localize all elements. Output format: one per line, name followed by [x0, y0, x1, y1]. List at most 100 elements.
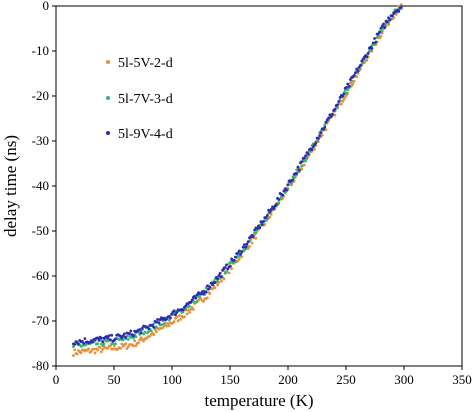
x-tick-label: 300	[394, 372, 414, 387]
data-point	[165, 317, 168, 321]
data-point	[346, 82, 350, 86]
data-point	[167, 324, 171, 328]
legend-marker	[106, 131, 110, 135]
data-point	[304, 159, 308, 163]
data-point	[343, 95, 347, 99]
data-point	[101, 340, 105, 343]
data-point	[176, 319, 180, 323]
data-point	[380, 29, 384, 33]
legend: 5l-5V-2-d 5l-7V-3-d 5l-9V-4-d	[106, 56, 173, 142]
data-point	[198, 295, 202, 299]
data-point	[383, 26, 387, 29]
data-point	[152, 333, 156, 337]
data-point	[342, 98, 346, 101]
data-point	[374, 40, 378, 44]
data-point	[188, 310, 191, 314]
data-point	[200, 290, 204, 294]
data-point	[216, 279, 219, 283]
x-tick-label: 250	[336, 372, 356, 387]
data-point	[223, 266, 227, 269]
data-point	[264, 216, 268, 219]
data-point	[101, 347, 105, 351]
data-point	[220, 279, 223, 283]
data-point	[254, 231, 258, 235]
y-tick-label: -40	[32, 178, 49, 193]
data-point	[302, 163, 306, 167]
data-point	[313, 147, 316, 151]
data-point	[388, 18, 392, 22]
data-point	[323, 125, 327, 129]
data-point	[226, 267, 230, 271]
data-point	[204, 290, 208, 294]
y-tick-label: -80	[32, 358, 49, 373]
data-point	[399, 5, 403, 9]
data-point	[179, 317, 182, 321]
y-tick-label: -20	[32, 88, 49, 103]
legend-label: 5l-5V-2-d	[118, 56, 173, 71]
data-point	[154, 320, 158, 324]
data-point	[148, 334, 152, 338]
series-5l-9V-4-d	[72, 5, 403, 346]
data-point	[300, 160, 304, 164]
data-point	[327, 116, 330, 120]
x-tick-label: 350	[452, 372, 472, 387]
data-point	[133, 339, 137, 343]
data-point	[225, 270, 228, 274]
data-point	[221, 268, 225, 272]
data-point	[213, 281, 217, 284]
data-point	[338, 96, 342, 99]
data-point	[234, 255, 237, 259]
x-tick-label: 0	[53, 372, 60, 387]
x-axis-ticks: 0 50 100 150 200 250 300 350	[53, 366, 472, 387]
data-point	[162, 322, 166, 326]
data-point	[268, 215, 272, 219]
data-point	[333, 113, 337, 117]
data-point	[199, 292, 203, 296]
data-point	[242, 243, 246, 247]
data-point	[96, 342, 100, 346]
data-point	[75, 352, 79, 356]
y-axis-label: delay time (ns)	[1, 135, 20, 237]
data-point	[320, 133, 324, 137]
data-point	[134, 335, 138, 339]
data-point	[165, 324, 168, 328]
data-point	[185, 312, 189, 316]
data-point	[92, 347, 96, 351]
data-point	[236, 251, 240, 255]
data-point	[281, 193, 285, 197]
data-point	[202, 292, 205, 296]
data-point	[167, 318, 171, 322]
data-point	[359, 63, 362, 67]
data-point	[188, 304, 191, 308]
data-point	[225, 263, 228, 267]
data-point	[183, 315, 186, 319]
data-point	[73, 348, 77, 352]
data-point	[149, 329, 153, 333]
data-point	[97, 338, 101, 342]
data-point	[351, 82, 355, 86]
data-point	[356, 69, 360, 73]
y-axis-ticks: 0 -10 -20 -30 -40 -50 -60 -70 -80	[32, 0, 56, 373]
data-point	[102, 342, 106, 346]
data-point	[387, 23, 390, 26]
data-point	[154, 325, 158, 329]
data-point	[79, 351, 83, 355]
data-point	[318, 134, 322, 138]
data-point	[371, 41, 375, 45]
data-point	[319, 131, 323, 135]
y-tick-label: -70	[32, 313, 49, 328]
data-point	[91, 340, 94, 344]
data-point	[259, 220, 263, 224]
data-point	[230, 267, 234, 271]
data-point	[277, 201, 281, 204]
data-point	[268, 210, 272, 214]
data-point	[342, 92, 346, 96]
data-point	[232, 258, 236, 262]
data-point	[140, 326, 144, 330]
data-point	[282, 189, 286, 193]
data-point	[333, 107, 337, 111]
data-point	[269, 207, 273, 211]
data-point	[352, 79, 356, 83]
data-point	[120, 336, 124, 340]
